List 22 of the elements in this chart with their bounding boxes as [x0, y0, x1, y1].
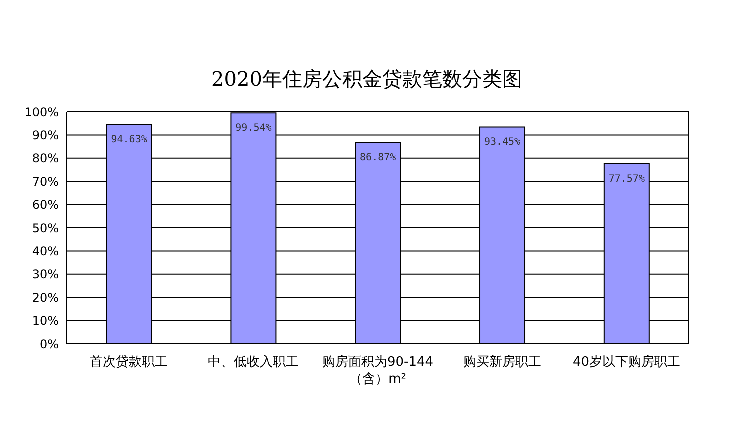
y-tick-label: 0% [40, 337, 59, 352]
y-tick-label: 50% [32, 221, 59, 236]
y-tick-label: 100% [24, 105, 59, 120]
data-label: 86.87% [360, 152, 396, 164]
y-tick-label: 10% [32, 314, 59, 328]
x-tick-label: 购房面积为90-144（含）m² [322, 354, 434, 387]
y-tick-label: 60% [32, 198, 59, 212]
x-tick-label: 中、低收入职工 [208, 355, 300, 370]
y-tick-label: 70% [32, 174, 59, 189]
data-label: 94.63% [111, 134, 148, 146]
y-tick-label: 40% [32, 244, 59, 258]
x-tick-label: 首次贷款职工 [90, 355, 168, 370]
y-tick-label: 20% [32, 290, 59, 305]
y-tick-label: 80% [32, 152, 59, 166]
x-tick-label: 40岁以下购房职工 [573, 354, 681, 370]
data-label: 99.54% [236, 123, 272, 134]
x-tick-label: 购买新房职工 [463, 354, 542, 370]
y-tick-label: 90% [32, 128, 59, 142]
y-tick-label: 30% [32, 268, 59, 282]
data-label: 93.45% [484, 137, 521, 148]
data-label: 77.57% [608, 174, 645, 186]
chart-title: 2020年住房公积金贷款笔数分类图 [210, 66, 524, 93]
